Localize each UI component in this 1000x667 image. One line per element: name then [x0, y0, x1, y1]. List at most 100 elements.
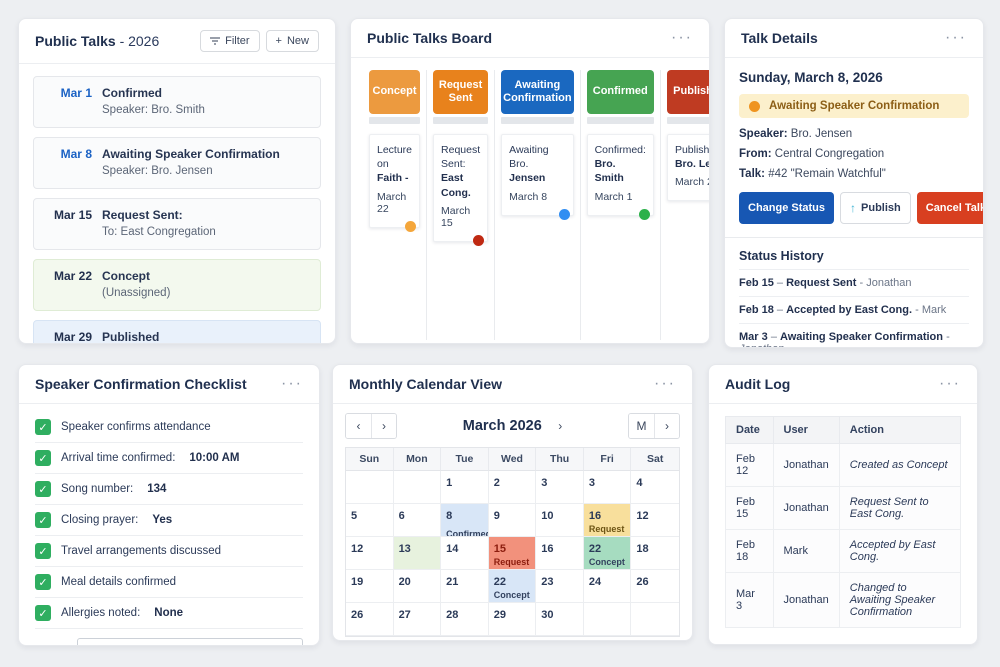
calendar-cell[interactable]: 27 [393, 603, 442, 636]
kanban-card[interactable]: Request Sent: East Cong. March 15 [433, 134, 489, 246]
day-number: 21 [446, 576, 459, 588]
table-row: Mar 3 Jonathan Changed to Awaiting Speak… [725, 572, 962, 628]
calendar-cell[interactable]: 29 [488, 603, 537, 636]
board-menu-icon[interactable]: ··· [671, 29, 693, 46]
calendar-cell[interactable]: 15 Request Sent [488, 537, 537, 570]
kanban-card[interactable]: Awaiting Bro. Jensen March 8 [501, 134, 574, 220]
weekday-header: Fri [583, 448, 632, 471]
filter-icon [210, 36, 221, 46]
mode-next-button[interactable]: › [654, 414, 679, 438]
checklist-menu-icon[interactable]: ··· [281, 375, 303, 392]
list-item[interactable]: Mar 15 Request Sent: To: East Congregati… [33, 198, 321, 251]
calendar-cell[interactable]: 22 Concept [583, 537, 632, 570]
day-number: 28 [446, 609, 459, 621]
kanban-column-header: Confirmed [586, 70, 654, 114]
checkbox-checked-icon[interactable]: ✓ [35, 481, 51, 497]
audit-user: Jonathan [772, 486, 840, 530]
month-forward-icon[interactable]: › [558, 419, 563, 433]
calendar-cell[interactable] [393, 471, 442, 504]
field-value: #42 "Remain Watchful" [765, 168, 886, 180]
dash: - [946, 331, 950, 343]
calendar-cell[interactable]: 12 [346, 537, 394, 570]
kanban-column-header: Awaiting Confirmation [501, 70, 574, 114]
checkbox-checked-icon[interactable]: ✓ [35, 450, 51, 466]
notes-input[interactable] [77, 638, 303, 645]
prev-month-button[interactable]: ‹ [346, 414, 371, 438]
calendar-cell[interactable]: 26 [631, 570, 679, 603]
calendar-cell[interactable]: 6 [393, 504, 442, 537]
history-date: Feb 15 [739, 277, 774, 289]
audit-log-menu-icon[interactable]: ··· [939, 375, 961, 392]
checkbox-checked-icon[interactable]: ✓ [35, 419, 51, 435]
kanban-card[interactable]: Confirmed: Bro. Smith March 1 [586, 134, 654, 220]
cancel-talk-button[interactable]: Cancel Talk [916, 192, 983, 224]
filter-button[interactable]: Filter [200, 30, 260, 52]
calendar-cell[interactable]: 13 [393, 537, 442, 570]
checklist-value: 10:00 AM [189, 452, 240, 464]
checkbox-checked-icon[interactable]: ✓ [35, 605, 51, 621]
status-badge-label: Awaiting Speaker Confirmation [769, 100, 940, 112]
calendar-cell[interactable]: 8 Confirmed [441, 504, 489, 537]
day-number: 5 [351, 510, 358, 522]
list-item[interactable]: Mar 8 Awaiting Speaker Confirmation Spea… [33, 137, 321, 190]
checklist-item: ✓ Meal details confirmed [35, 567, 303, 598]
kanban-card[interactable]: Lecture on Faith - March 22 [369, 134, 421, 232]
talk-date: Mar 22 [53, 269, 92, 284]
calendar-cell[interactable]: 14 [441, 537, 489, 570]
calendar-cell[interactable]: 26 [346, 603, 394, 636]
day-number: 18 [636, 543, 649, 555]
calendar-cell[interactable] [583, 603, 632, 636]
list-item[interactable]: Mar 29 Published [33, 320, 321, 343]
monthly-calendar-panel: Monthly Calendar View ··· ‹ › March 2026… [332, 364, 693, 641]
card-text: Confirmed: [594, 144, 646, 156]
calendar-cell[interactable]: 9 [488, 504, 537, 537]
calendar-cell[interactable]: 3 [583, 471, 632, 504]
month-mode-button[interactable]: M [629, 414, 654, 438]
change-status-button[interactable]: Change Status [739, 192, 835, 224]
history-date: Mar 3 [739, 331, 768, 343]
checklist-item: ✓ Arrival time confirmed: 10:00 AM [35, 443, 303, 474]
calendar-cell[interactable]: 20 [393, 570, 442, 603]
calendar-cell[interactable]: 2 [488, 471, 537, 504]
calendar-cell[interactable]: 23 [536, 570, 584, 603]
calendar-cell[interactable]: 18 [631, 537, 679, 570]
calendar-cell[interactable]: 16 [536, 537, 584, 570]
card-text: Request Sent: [441, 144, 481, 171]
calendar-cell[interactable]: 5 [346, 504, 394, 537]
calendar-cell[interactable]: 30 [536, 603, 584, 636]
calendar-cell[interactable]: 12 [631, 504, 679, 537]
calendar-cell[interactable]: 19 [346, 570, 394, 603]
checkbox-checked-icon[interactable]: ✓ [35, 574, 51, 590]
calendar-cell[interactable]: 3 [536, 471, 584, 504]
calendar-cell[interactable]: 24 [583, 570, 632, 603]
talk-details-menu-icon[interactable]: ··· [945, 29, 967, 46]
kanban-card[interactable]: Published: Bro. Lee March 29 [666, 134, 709, 202]
list-item[interactable]: Mar 1 Confirmed Speaker: Bro. Smith [33, 76, 321, 129]
card-date: March 8 [509, 190, 548, 203]
dash: – [776, 277, 784, 289]
checkbox-checked-icon[interactable]: ✓ [35, 512, 51, 528]
calendar-cell[interactable] [346, 471, 394, 504]
list-item[interactable]: Mar 22 Concept (Unassigned) [33, 259, 321, 312]
calendar-cell[interactable]: 1 [441, 471, 489, 504]
calendar-cell[interactable]: 28 [441, 603, 489, 636]
calendar-cell[interactable]: 10 [536, 504, 584, 537]
calendar-cell[interactable]: 22 Concept [488, 570, 537, 603]
calendar-menu-icon[interactable]: ··· [654, 375, 676, 392]
publish-button[interactable]: ↑ Publish [840, 192, 911, 224]
dash: – [770, 331, 777, 343]
calendar-cell[interactable]: 4 [631, 471, 679, 504]
field-label: Talk: [739, 168, 765, 180]
next-month-button[interactable]: › [371, 414, 396, 438]
calendar-cell[interactable]: 21 [441, 570, 489, 603]
dash: – [776, 304, 784, 316]
table-row: Feb 18 Mark Accepted by East Cong. [725, 529, 962, 573]
calendar-cell[interactable]: 16 Request Sent [583, 504, 632, 537]
talk-status: Request Sent: [102, 208, 183, 223]
new-button[interactable]: + New [265, 30, 319, 52]
from-field: From: Central Congregation [739, 148, 969, 160]
checklist-label: Speaker confirms attendance [61, 421, 211, 433]
calendar-cell[interactable] [631, 603, 679, 636]
day-number: 13 [398, 543, 411, 555]
checkbox-checked-icon[interactable]: ✓ [35, 543, 51, 559]
